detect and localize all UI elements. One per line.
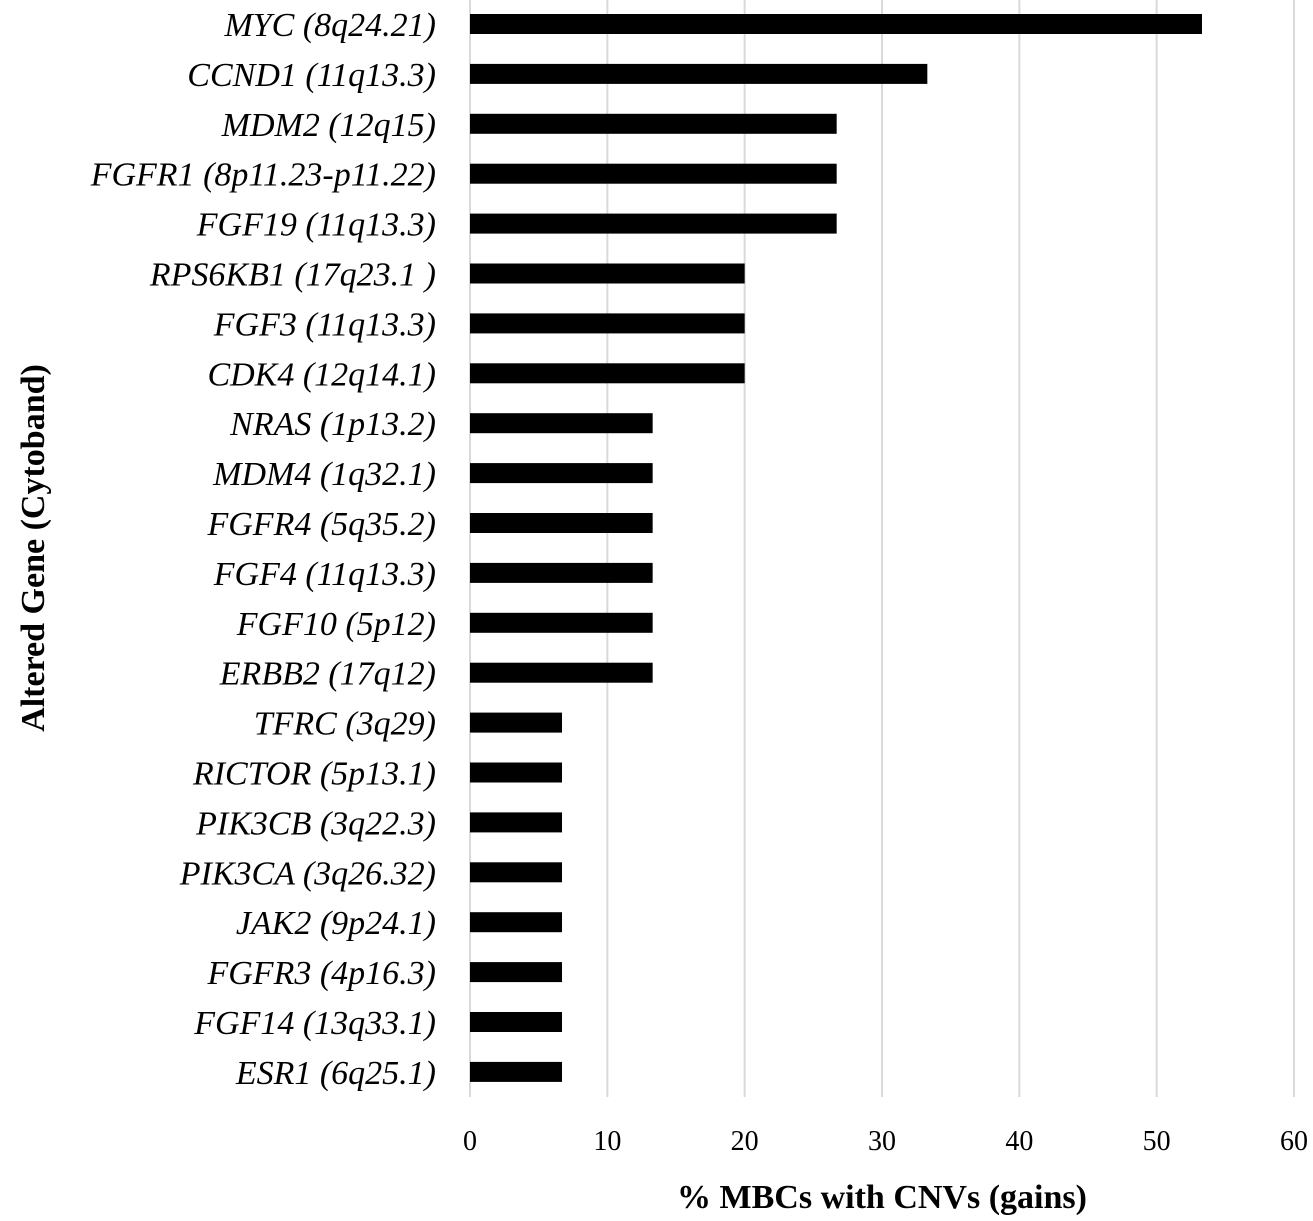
category-label: ERBB2 (17q12) xyxy=(219,656,436,693)
x-tick-label: 20 xyxy=(731,1126,759,1157)
category-label: CCND1 (11q13.3) xyxy=(187,57,436,94)
category-labels: MYC (8q24.21) CCND1 (11q13.3) MDM2 (12q15)… xyxy=(90,7,436,1092)
bar xyxy=(470,63,928,84)
category-label: RICTOR (5p13.1) xyxy=(192,756,436,793)
bar xyxy=(470,912,563,933)
bar xyxy=(470,562,653,583)
bar xyxy=(470,812,563,833)
category-label: MYC (8q24.21) xyxy=(223,7,436,44)
category-label: FGFR3 (4p16.3) xyxy=(206,955,436,992)
bar xyxy=(470,962,563,983)
bar xyxy=(470,463,653,484)
x-tick-label: 50 xyxy=(1143,1126,1171,1157)
bar xyxy=(470,612,653,633)
bars xyxy=(470,14,1202,1082)
bar xyxy=(470,14,1202,34)
category-label: FGFR1 (8p11.23-p11.22) xyxy=(90,157,436,194)
bar xyxy=(470,163,837,184)
y-axis-title: Altered Gene (Cytoband) xyxy=(15,364,52,732)
category-label: FGF4 (11q13.3) xyxy=(213,556,436,593)
bar xyxy=(470,113,837,134)
category-label: FGF3 (11q13.3) xyxy=(213,306,436,343)
bar xyxy=(470,213,837,234)
bar xyxy=(470,513,653,533)
bar xyxy=(470,1061,563,1082)
category-label: FGFR4 (5q35.2) xyxy=(206,506,436,543)
category-label: RPS6KB1 (17q23.1 ) xyxy=(149,257,436,294)
bar xyxy=(470,762,563,783)
bar xyxy=(470,313,745,334)
category-label: FGF14 (13q33.1) xyxy=(193,1005,436,1042)
bar xyxy=(470,662,653,683)
bar xyxy=(470,1012,563,1032)
bar xyxy=(470,363,745,384)
category-label: ESR1 (6q25.1) xyxy=(235,1055,436,1092)
bar xyxy=(470,712,563,733)
category-label: PIK3CA (3q26.32) xyxy=(179,855,436,892)
category-label: FGF19 (11q13.3) xyxy=(196,207,436,244)
x-tick-label: 40 xyxy=(1005,1126,1033,1157)
x-tick-label: 30 xyxy=(868,1126,896,1157)
x-tick-label: 0 xyxy=(463,1126,477,1157)
x-axis-title: % MBCs with CNVs (gains) xyxy=(677,1179,1087,1216)
bar xyxy=(470,862,563,883)
x-tick-labels: 0 10 20 30 40 50 60 xyxy=(463,1126,1308,1157)
category-label: MDM4 (1q32.1) xyxy=(212,456,436,493)
category-label: FGF10 (5p12) xyxy=(236,606,436,643)
category-label: TFRC (3q29) xyxy=(254,706,436,743)
category-label: NRAS (1p13.2) xyxy=(229,406,436,443)
category-label: CDK4 (12q14.1) xyxy=(207,356,436,393)
bar xyxy=(470,263,745,284)
category-label: JAK2 (9p24.1) xyxy=(236,905,436,942)
x-tick-label: 60 xyxy=(1280,1126,1308,1157)
bar xyxy=(470,413,653,434)
category-label: MDM2 (12q15) xyxy=(221,107,436,144)
category-label: PIK3CB (3q22.3) xyxy=(195,805,436,842)
x-tick-label: 10 xyxy=(593,1126,621,1157)
